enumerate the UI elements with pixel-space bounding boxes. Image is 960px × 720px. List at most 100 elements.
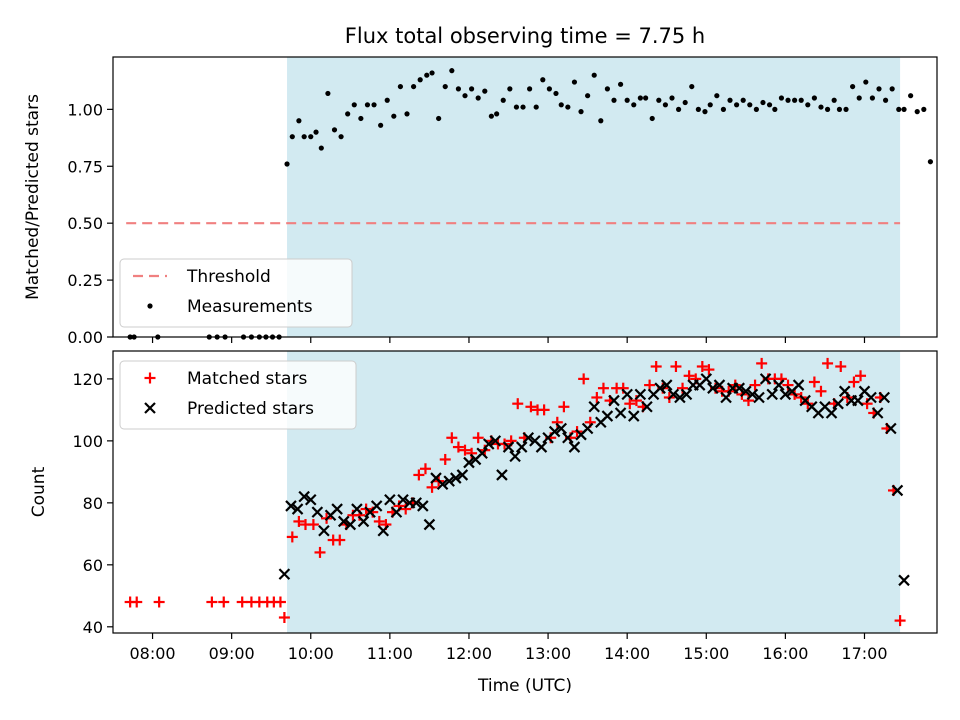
measurement-point (351, 102, 357, 108)
predicted-star-marker (871, 407, 884, 419)
measurement-point (371, 102, 377, 108)
predicted-star-marker (654, 382, 666, 394)
predicted-star-marker (621, 388, 633, 401)
x-tick-label: 16:00 (762, 644, 808, 663)
measurement-point (482, 88, 488, 94)
measurement-point (520, 104, 526, 110)
measurement-point (391, 113, 397, 119)
measurement-point (811, 95, 817, 101)
predicted-star-marker (865, 391, 877, 404)
measurement-point (338, 134, 344, 140)
predicted-star-marker (733, 382, 746, 394)
measurement-point (475, 95, 481, 101)
predicted-star-marker (773, 379, 785, 391)
measurement-point (856, 95, 862, 101)
measurement-point (896, 106, 902, 112)
predicted-star-marker (766, 388, 778, 401)
matched-star-marker (525, 401, 537, 413)
predicted-star-marker (891, 484, 904, 497)
measurement-point (558, 102, 564, 108)
observing-window-shade (287, 57, 901, 337)
predicted-star-marker (674, 391, 686, 404)
matched-star-marker (278, 612, 290, 624)
matched-star-marker (822, 357, 834, 369)
measurement-point (546, 86, 552, 92)
predicted-star-marker (443, 475, 455, 487)
matched-star-marker (696, 360, 708, 372)
measurement-point (449, 68, 455, 74)
predicted-star-marker (740, 385, 752, 398)
matched-star-marker (808, 376, 820, 388)
matched-star-marker (558, 401, 570, 413)
matched-star-marker (426, 481, 438, 493)
predicted-star-marker (555, 422, 568, 435)
matched-star-marker (749, 379, 761, 391)
measurement-point (747, 102, 753, 108)
predicted-star-marker (562, 431, 574, 444)
matched-star-marker (314, 546, 326, 558)
measurement-point (604, 86, 611, 92)
matched-star-marker (419, 463, 431, 475)
predicted-star-marker (509, 450, 521, 463)
predicted-star-marker (608, 394, 620, 407)
predicted-star-marker (522, 431, 535, 444)
predicted-star-marker (535, 441, 548, 453)
predicted-star-marker (489, 435, 502, 447)
measurement-point (643, 95, 649, 101)
measurement-point (591, 72, 597, 78)
measurement-point (578, 109, 584, 115)
matched-star-marker (446, 432, 458, 444)
measurement-point (740, 97, 746, 103)
predicted-star-marker (641, 401, 653, 413)
matched-star-marker (472, 432, 484, 444)
predicted-star-marker (291, 503, 304, 515)
ratio-y-tick-label: 0.25 (67, 271, 103, 290)
ratio-panel: 0.00 0.25 0.50 0.75 1.00 Matched/Predicted s… (23, 56, 938, 347)
matched-star-marker (153, 596, 165, 608)
matched-star-marker (459, 444, 471, 456)
predicted-star-marker (482, 438, 495, 450)
count-panel: 40 60 80 100 120 08:00 09:00 10:00 11:00 12:00 13… (29, 350, 938, 696)
x-tick-label: 12:00 (446, 644, 492, 663)
predicted-star-marker (601, 410, 614, 422)
measurement-point (637, 95, 643, 101)
measurement-point (378, 122, 384, 128)
matched-star-marker (848, 376, 860, 388)
matched-star-marker (538, 404, 550, 416)
legend-label: Measurements (187, 297, 313, 317)
predicted-star-marker (337, 515, 350, 528)
measurement-point (611, 97, 617, 103)
measurement-point (313, 129, 319, 135)
ratio-y-tick-label: 1.00 (67, 100, 103, 119)
measurement-point (914, 109, 920, 115)
predicted-star-marker (298, 490, 310, 503)
measurement-point (766, 102, 773, 108)
predicted-star-marker (410, 497, 423, 509)
predicted-star-marker (713, 379, 726, 391)
ratio-y-tick-label: 0.50 (67, 214, 103, 233)
matched-star-marker (756, 357, 768, 369)
matched-star-marker (452, 441, 464, 453)
measurement-point (410, 83, 417, 90)
measurement-point (682, 99, 688, 106)
measurement-point (553, 90, 559, 97)
predicted-star-marker (746, 388, 759, 401)
measurement-point (772, 106, 778, 112)
ratio-x-ticks (151, 337, 866, 343)
predicted-star-marker (885, 422, 897, 435)
matched-star-marker (334, 534, 346, 546)
count-y-tick-label: 40 (83, 618, 103, 637)
predicted-star-marker (660, 379, 673, 391)
measurement-point (901, 106, 907, 112)
predicted-star-marker (351, 503, 363, 515)
predicted-star-marker (667, 388, 680, 401)
measurement-point (792, 97, 798, 103)
x-tick-label: 14:00 (604, 644, 650, 663)
measurement-point (863, 79, 869, 85)
measurement-point (889, 86, 895, 92)
measurement-point (882, 97, 889, 103)
x-tick-label: 10:00 (288, 644, 334, 663)
measurement-point (284, 161, 290, 167)
measurement-point (462, 93, 468, 99)
